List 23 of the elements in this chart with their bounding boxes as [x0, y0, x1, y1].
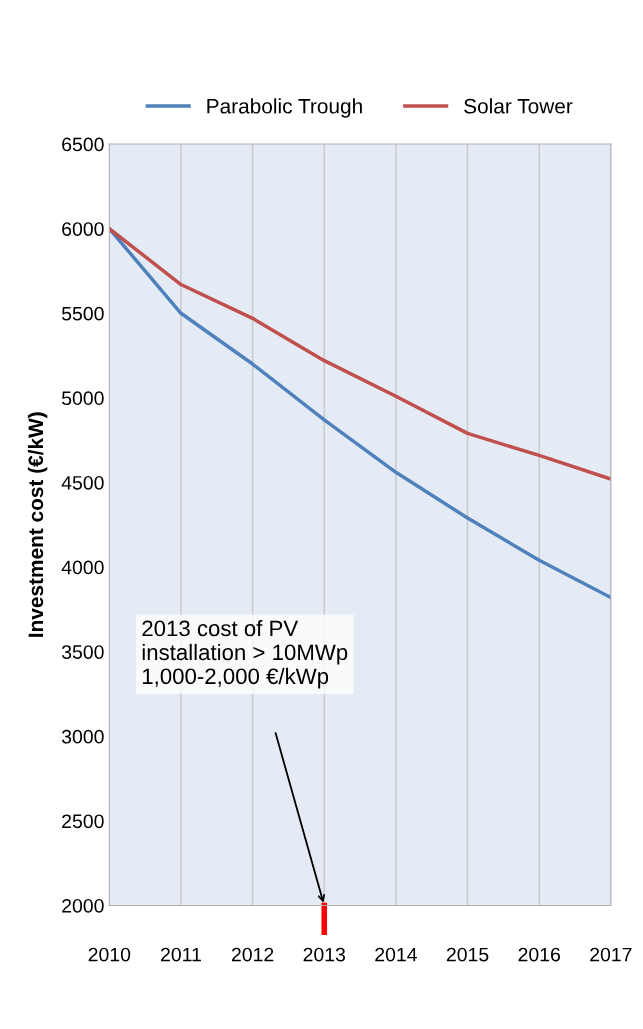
x-tick-label: 2016	[518, 947, 560, 962]
line-series	[109, 226, 611, 481]
x-tick-label: 2011	[161, 947, 201, 962]
x-tick-label: 2017	[590, 947, 632, 962]
x-tick-label: 2010	[88, 947, 131, 962]
y-tick-label: 4500	[61, 475, 104, 490]
y-tick-label: 2500	[62, 814, 104, 829]
y-axis-title: Investment cost (€/kW)	[27, 412, 48, 637]
y-tick-label: 3000	[61, 729, 104, 744]
x-tick-label: 2012	[231, 947, 274, 962]
y-tick-label: 4000	[61, 560, 104, 575]
y-tick-label: 2000	[62, 898, 104, 913]
x-tick-label: 2014	[375, 947, 417, 962]
y-tick-label: 6000	[62, 222, 104, 236]
annotation: 2013 cost of PV installation > 10MWp 1,000-2,000 €/kWp	[142, 619, 348, 689]
y-tick-label: 5000	[61, 391, 104, 406]
y-tick-label: 6500	[62, 137, 104, 152]
y-tick-label: 5500	[61, 306, 104, 321]
x-tick-label: 2013	[303, 947, 346, 962]
legend-label: Solar Tower	[464, 98, 573, 114]
legend-label: Parabolic Trough	[207, 98, 362, 118]
y-tick-label: 3500	[61, 645, 104, 659]
x-tick-label: 2015	[446, 947, 489, 962]
